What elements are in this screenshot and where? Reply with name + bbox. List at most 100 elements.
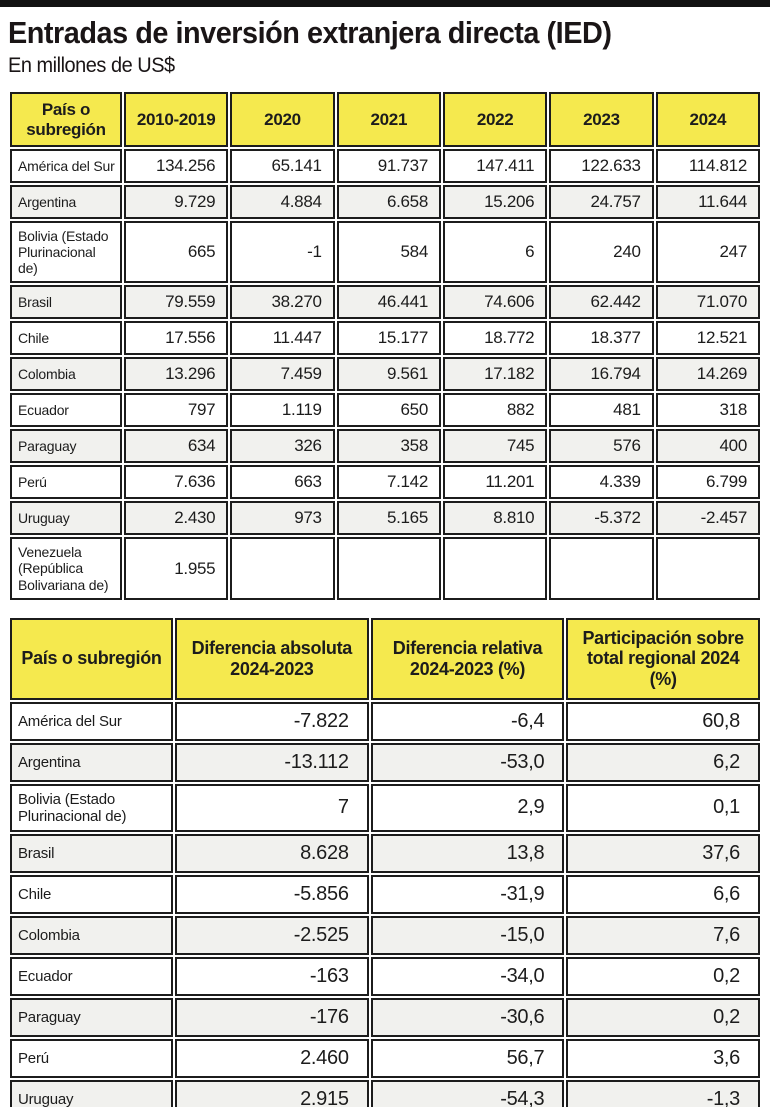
value-cell: 240 xyxy=(549,221,654,284)
value-cell: 326 xyxy=(230,429,335,464)
row-label-cell: Colombia xyxy=(10,357,122,392)
value-cell: 9.729 xyxy=(124,185,229,220)
value-cell: 665 xyxy=(124,221,229,284)
row-label-cell: Paraguay xyxy=(10,998,173,1038)
row-label-cell: Colombia xyxy=(10,916,173,956)
header-row: País o subregión Diferencia absoluta 2024… xyxy=(10,617,760,700)
value-cell: -176 xyxy=(175,998,369,1038)
value-cell: 2.915 xyxy=(175,1080,369,1107)
table-row: Argentina 9.729 4.884 6.658 15.206 24.757 11.6… xyxy=(10,185,760,220)
value-cell: 2.430 xyxy=(124,501,229,536)
column-header: Diferencia relativa 2024-2023 (%) xyxy=(370,617,565,700)
table-row: Perú 7.636 663 7.142 11.201 4.339 6.799 xyxy=(10,465,760,500)
value-cell: 0,2 xyxy=(566,998,760,1038)
table-row: Chile -5.856 -31,9 6,6 xyxy=(10,875,760,915)
value-cell: 2.460 xyxy=(175,1039,369,1079)
difference-table-wrap: País o subregión Diferencia absoluta 2024… xyxy=(0,616,770,1107)
value-cell: 122.633 xyxy=(549,149,654,184)
table-row: Argentina -13.112 -53,0 6,2 xyxy=(10,742,760,782)
value-cell: 65.141 xyxy=(230,149,335,184)
table-row: Ecuador -163 -34,0 0,2 xyxy=(10,957,760,997)
value-cell: 3,6 xyxy=(566,1039,760,1079)
table-row: Paraguay -176 -30,6 0,2 xyxy=(10,998,760,1038)
table-row: Uruguay 2.915 -54,3 -1,3 xyxy=(10,1080,760,1107)
row-label-cell: Bolivia (Estado Plurinacional de) xyxy=(10,221,122,284)
row-label-cell: Ecuador xyxy=(10,393,122,428)
value-cell: 46.441 xyxy=(336,285,441,320)
column-header: 2023 xyxy=(549,92,654,148)
value-cell: 11.644 xyxy=(655,185,760,220)
value-cell: 8.810 xyxy=(442,501,548,536)
table-row: Bolivia (Estado Plurinacional de) 665 -1 58… xyxy=(10,221,760,284)
value-cell: -5.372 xyxy=(549,501,654,536)
row-label-cell: Brasil xyxy=(10,834,173,874)
value-cell: 9.561 xyxy=(336,357,441,392)
value-cell: 6.799 xyxy=(655,465,760,500)
value-cell: 14.269 xyxy=(655,357,760,392)
row-label-cell: Perú xyxy=(10,465,122,500)
value-cell xyxy=(442,537,548,600)
value-cell: 91.737 xyxy=(336,149,441,184)
value-cell: 247 xyxy=(655,221,760,284)
value-cell: 7,6 xyxy=(566,916,760,956)
table-row: Chile 17.556 11.447 15.177 18.772 18.377 12.52… xyxy=(10,321,760,356)
value-cell: 62.442 xyxy=(549,285,654,320)
column-header: País o subregión xyxy=(10,617,173,700)
value-cell: 318 xyxy=(655,393,760,428)
value-cell: 11.201 xyxy=(442,465,548,500)
value-cell: -2.525 xyxy=(175,916,369,956)
value-cell: -7.822 xyxy=(175,701,369,741)
value-cell: 71.070 xyxy=(655,285,760,320)
table-row: América del Sur 134.256 65.141 91.737 147.41… xyxy=(10,149,760,184)
table-row: Venezuela (República Bolivariana de) 1.95… xyxy=(10,537,760,600)
value-cell: 745 xyxy=(442,429,548,464)
row-label-cell: América del Sur xyxy=(10,149,122,184)
value-cell: 1.119 xyxy=(230,393,335,428)
table-row: Paraguay 634 326 358 745 576 400 xyxy=(10,429,760,464)
value-cell: 358 xyxy=(336,429,441,464)
page-subtitle: En millones de US$ xyxy=(8,54,175,77)
value-cell: 6,6 xyxy=(566,875,760,915)
value-cell: 2,9 xyxy=(370,783,565,833)
column-header: 2010-2019 xyxy=(124,92,229,148)
value-cell: 663 xyxy=(230,465,335,500)
row-label-cell: Venezuela (República Bolivariana de) xyxy=(10,537,122,600)
row-label-cell: Uruguay xyxy=(10,501,122,536)
value-cell: 13,8 xyxy=(370,834,565,874)
row-label-cell: Argentina xyxy=(10,185,122,220)
fdi-yearly-table: País o subregión 2010-2019 2020 2021 2022 202… xyxy=(8,90,762,602)
value-cell: 4.339 xyxy=(549,465,654,500)
page-title: Entradas de inversión extranjera directa… xyxy=(8,15,612,50)
table-row: Colombia 13.296 7.459 9.561 17.182 16.794 14.2… xyxy=(10,357,760,392)
value-cell: 6 xyxy=(442,221,548,284)
value-cell: 6.658 xyxy=(336,185,441,220)
value-cell: 6,2 xyxy=(566,742,760,782)
yearly-table-wrap: País o subregión 2010-2019 2020 2021 2022 202… xyxy=(0,84,770,602)
value-cell: 13.296 xyxy=(124,357,229,392)
row-label-cell: Paraguay xyxy=(10,429,122,464)
value-cell: -1,3 xyxy=(566,1080,760,1107)
table-row: Perú 2.460 56,7 3,6 xyxy=(10,1039,760,1079)
value-cell: 134.256 xyxy=(124,149,229,184)
column-header: 2021 xyxy=(336,92,441,148)
value-cell: 79.559 xyxy=(124,285,229,320)
value-cell: -1 xyxy=(230,221,335,284)
value-cell: -5.856 xyxy=(175,875,369,915)
value-cell: -2.457 xyxy=(655,501,760,536)
value-cell: 5.165 xyxy=(336,501,441,536)
value-cell: 24.757 xyxy=(549,185,654,220)
value-cell: 1.955 xyxy=(124,537,229,600)
value-cell: -30,6 xyxy=(370,998,565,1038)
value-cell: 17.182 xyxy=(442,357,548,392)
value-cell xyxy=(655,537,760,600)
table-row: Uruguay 2.430 973 5.165 8.810 -5.372 -2.457 xyxy=(10,501,760,536)
value-cell: 650 xyxy=(336,393,441,428)
value-cell: 17.556 xyxy=(124,321,229,356)
row-label-cell: América del Sur xyxy=(10,701,173,741)
value-cell xyxy=(549,537,654,600)
row-label-cell: Ecuador xyxy=(10,957,173,997)
row-label-cell: Chile xyxy=(10,321,122,356)
value-cell: 584 xyxy=(336,221,441,284)
top-rule-bar xyxy=(0,0,770,7)
